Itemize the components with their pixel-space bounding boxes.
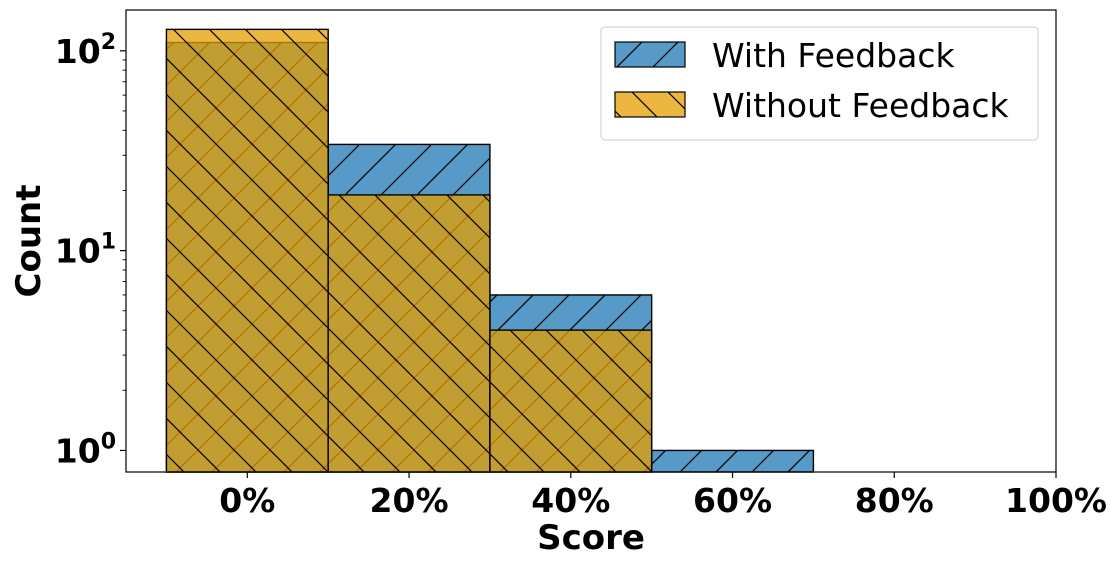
bar-without-feedback-1 [327, 194, 491, 473]
legend-item-without-feedback: Without Feedback [614, 86, 1010, 125]
y-tick-label: 102 [55, 30, 116, 71]
bars-layer [165, 28, 815, 473]
bar-with-feedback-3 [650, 449, 815, 473]
plot-frame [125, 9, 1057, 473]
x-tick-label: 40% [531, 481, 610, 520]
legend: With Feedback Without Feedback [600, 26, 1039, 141]
x-tick-label: 100% [1005, 481, 1107, 520]
legend-box [600, 26, 1039, 141]
x-tick-label: 80% [855, 481, 934, 520]
y-axis-label: Count [9, 185, 49, 298]
y-tick-label: 100 [55, 429, 116, 470]
legend-label: With Feedback [712, 36, 955, 75]
legend-label: Without Feedback [712, 86, 1010, 125]
x-tick-label: 60% [693, 481, 772, 520]
x-tick-label: 20% [370, 481, 449, 520]
bar-without-feedback-0 [165, 28, 329, 473]
legend-item-with-feedback: With Feedback [614, 36, 955, 75]
axes-layer: 0% 20% 40% 60% 80% 100% 100 101 102 Score Count [9, 9, 1107, 558]
bar-without-feedback-2 [489, 329, 653, 473]
y-tick-label: 101 [55, 230, 116, 271]
x-tick-label: 0% [219, 481, 275, 520]
x-axis-label: Score [537, 518, 645, 558]
